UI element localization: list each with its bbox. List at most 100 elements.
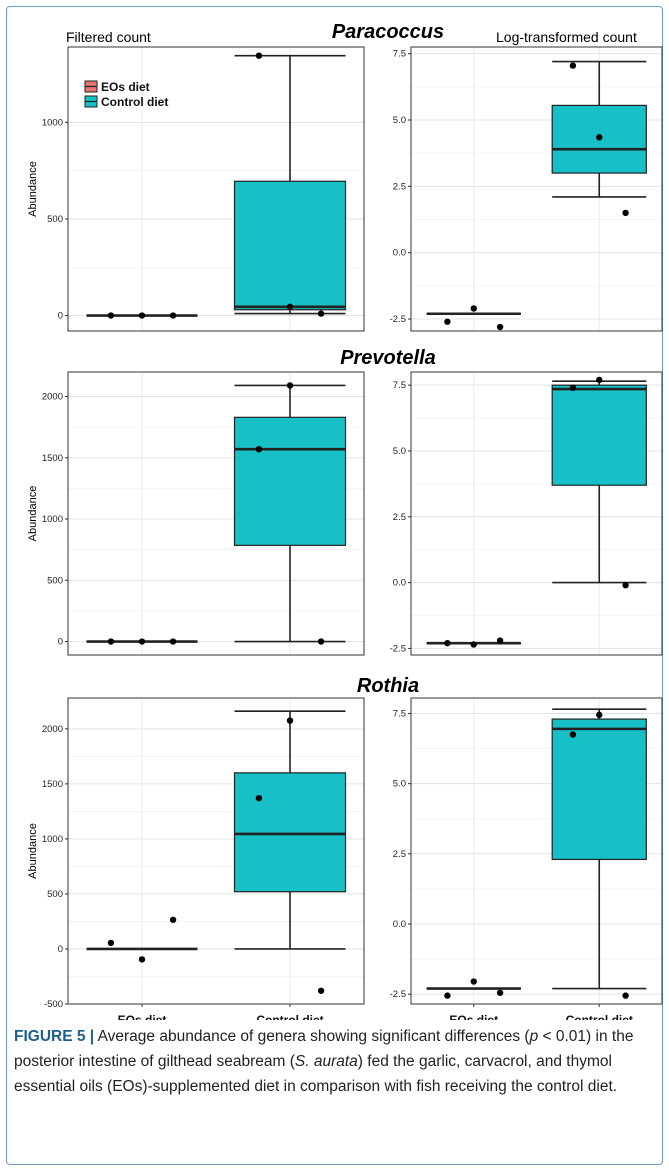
x-tick-label: Control diet [566, 1013, 633, 1020]
caption-text-3: ) fed the garlic, carvacrol, and thymol … [14, 1053, 618, 1095]
genus-row-paracoccus: Paracoccus 0 500 1000 Abundance -2.5 0.0 2.5 5.0… [27, 21, 663, 332]
caption-species: S. aurata [294, 1053, 358, 1070]
data-point [569, 384, 577, 391]
filtered-count-label: Filtered count [66, 29, 151, 45]
data-point [496, 637, 504, 644]
y-tick-label: 0 [58, 311, 63, 322]
figure-canvas: Filtered count Log-transformed count Par… [27, 21, 663, 1020]
y-tick-label: 1000 [42, 117, 63, 128]
y-tick-label: 500 [47, 889, 63, 900]
caption-text-1: Average abundance of genera showing sign… [97, 1028, 530, 1045]
data-point [496, 323, 504, 331]
caption-text-2: < 0.01) in the posterior intestine of gi… [14, 1028, 634, 1070]
genus-title: Paracoccus [332, 21, 444, 43]
y-tick-label: -2.5 [390, 314, 406, 325]
y-tick-label: 1000 [42, 834, 63, 845]
y-axis-title: Abundance [27, 161, 39, 217]
panel-border [67, 697, 365, 1005]
box-eos-diet [426, 305, 521, 331]
box-control-diet [233, 52, 347, 317]
data-point [622, 209, 629, 217]
data-point [470, 305, 477, 312]
data-point [138, 312, 146, 319]
y-tick-label: 0 [58, 944, 63, 955]
data-point [255, 445, 263, 453]
box-control-diet [233, 710, 347, 994]
data-point [470, 978, 477, 985]
data-point [169, 916, 177, 923]
y-tick-label: 5.0 [393, 115, 406, 126]
data-point [286, 382, 294, 389]
box-eos-diet [86, 312, 198, 319]
log-panel: -2.5 0.0 2.5 5.0 7.5 EOs diet Control diet [390, 697, 663, 1020]
genus-row-prevotella: Prevotella 0 500 1000 1500 2000 Abundance -2.5 0… [27, 347, 663, 656]
y-tick-label: 1500 [42, 453, 63, 464]
legend-label: EOs diet [101, 80, 150, 94]
box-control-diet [551, 708, 647, 999]
legend-item: Control diet [84, 95, 168, 109]
data-point [107, 638, 115, 645]
panel-border [410, 697, 663, 1005]
box-body [551, 384, 647, 486]
y-tick-label: 7.5 [393, 49, 406, 60]
data-point [169, 638, 177, 645]
box-body [233, 180, 347, 311]
panel-border [67, 371, 365, 656]
x-tick-label: EOs diet [449, 1013, 498, 1020]
genus-row-rothia: Rothia -500 0 500 1000 1500 2000 Abundance EOs d… [27, 675, 663, 1020]
y-tick-label: 2.5 [393, 512, 406, 523]
data-point [569, 731, 577, 738]
data-point [107, 312, 115, 319]
data-point [596, 134, 603, 141]
log-transformed-count-label: Log-transformed count [496, 29, 637, 45]
genus-title: Rothia [357, 675, 419, 697]
figure-caption: FIGURE 5 | Average abundance of genera s… [14, 1024, 654, 1099]
box-eos-diet [426, 637, 521, 648]
box-eos-diet [426, 978, 521, 999]
data-point [596, 376, 603, 384]
box-body [551, 718, 647, 861]
data-point [317, 987, 325, 994]
y-tick-label: 1500 [42, 779, 63, 790]
y-tick-label: 0.0 [393, 248, 406, 259]
data-point [255, 794, 263, 802]
data-point [107, 939, 115, 947]
genus-title: Prevotella [340, 347, 436, 369]
log-panel: -2.5 0.0 2.5 5.0 7.5 [390, 371, 663, 656]
box-body [233, 416, 347, 546]
y-tick-label: -500 [44, 999, 63, 1010]
y-tick-label: 5.0 [393, 779, 406, 790]
box-eos-diet [86, 638, 198, 645]
data-point [470, 641, 477, 648]
y-tick-label: 7.5 [393, 380, 406, 391]
caption-separator: | [89, 1028, 95, 1045]
data-point [255, 52, 263, 59]
y-tick-label: 2000 [42, 724, 63, 735]
data-point [569, 62, 577, 69]
data-point [286, 717, 294, 724]
legend-item: EOs diet [84, 80, 150, 94]
data-point [138, 956, 146, 963]
y-tick-label: -2.5 [390, 989, 406, 1000]
data-point [444, 318, 451, 325]
panel-border [410, 371, 663, 656]
filtered-panel: 0 500 1000 Abundance [27, 46, 365, 332]
y-axis-title: Abundance [27, 823, 39, 879]
data-point [496, 989, 504, 996]
caption-p: p [529, 1028, 539, 1045]
x-tick-label: Control diet [256, 1013, 323, 1020]
filtered-panel: 0 500 1000 1500 2000 Abundance [27, 371, 365, 656]
y-tick-label: 2000 [42, 392, 63, 403]
box-control-diet [233, 382, 347, 645]
data-point [317, 310, 325, 317]
data-point [286, 303, 294, 311]
y-tick-label: 5.0 [393, 446, 406, 457]
y-tick-label: 7.5 [393, 708, 406, 719]
data-point [444, 992, 451, 999]
y-tick-label: 1000 [42, 514, 63, 525]
y-tick-label: 2.5 [393, 849, 406, 860]
data-point [169, 312, 177, 319]
data-point [138, 638, 146, 645]
box-control-diet [551, 376, 647, 589]
